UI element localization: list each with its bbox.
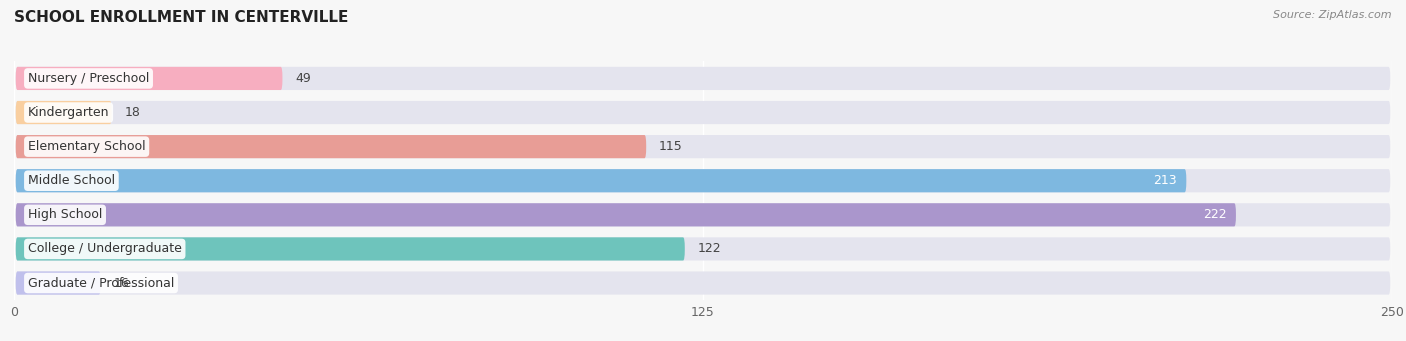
Text: College / Undergraduate: College / Undergraduate [28, 242, 181, 255]
Text: Elementary School: Elementary School [28, 140, 145, 153]
FancyBboxPatch shape [15, 135, 1391, 158]
FancyBboxPatch shape [15, 203, 1391, 226]
Text: SCHOOL ENROLLMENT IN CENTERVILLE: SCHOOL ENROLLMENT IN CENTERVILLE [14, 10, 349, 25]
Text: High School: High School [28, 208, 103, 221]
FancyBboxPatch shape [15, 271, 1391, 295]
FancyBboxPatch shape [15, 237, 685, 261]
FancyBboxPatch shape [15, 169, 1187, 192]
Text: 122: 122 [697, 242, 721, 255]
Text: Nursery / Preschool: Nursery / Preschool [28, 72, 149, 85]
Text: Source: ZipAtlas.com: Source: ZipAtlas.com [1274, 10, 1392, 20]
Text: Middle School: Middle School [28, 174, 115, 187]
FancyBboxPatch shape [15, 67, 1391, 90]
FancyBboxPatch shape [15, 135, 647, 158]
FancyBboxPatch shape [15, 271, 101, 295]
Text: 49: 49 [295, 72, 311, 85]
Text: 213: 213 [1153, 174, 1177, 187]
Text: 16: 16 [114, 277, 129, 290]
FancyBboxPatch shape [15, 169, 1391, 192]
FancyBboxPatch shape [15, 101, 1391, 124]
Text: Kindergarten: Kindergarten [28, 106, 110, 119]
FancyBboxPatch shape [15, 101, 111, 124]
FancyBboxPatch shape [15, 67, 283, 90]
Text: 222: 222 [1204, 208, 1226, 221]
FancyBboxPatch shape [15, 237, 1391, 261]
Text: 115: 115 [659, 140, 683, 153]
FancyBboxPatch shape [15, 203, 1236, 226]
Text: 18: 18 [124, 106, 141, 119]
Text: Graduate / Professional: Graduate / Professional [28, 277, 174, 290]
